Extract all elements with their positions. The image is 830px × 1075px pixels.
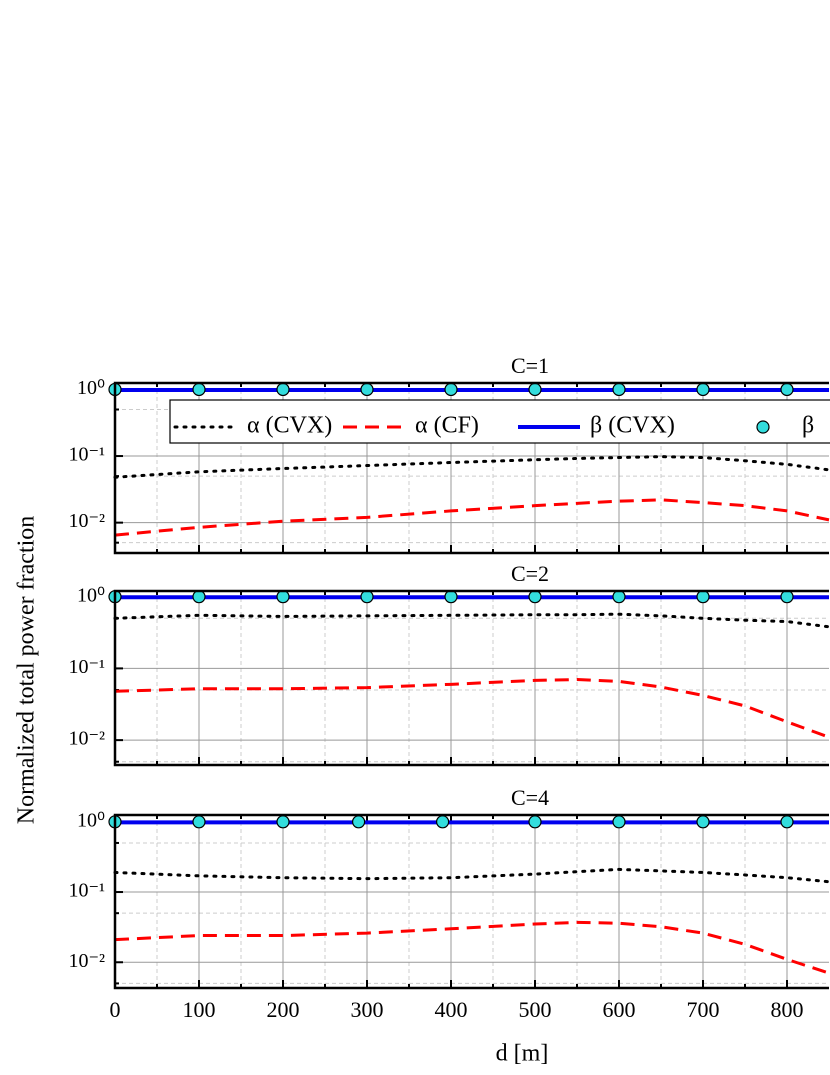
- marker: [528, 815, 542, 829]
- y-tick-label: 10⁻²: [68, 728, 105, 750]
- marker: [696, 382, 710, 397]
- x-tick-label: 200: [267, 997, 300, 1022]
- series-line: [113, 612, 830, 629]
- panel-title: C=4: [511, 785, 549, 810]
- x-tick-label: 800: [771, 997, 804, 1022]
- marker: [696, 815, 710, 829]
- marker: [360, 590, 374, 604]
- y-tick-label: 10⁰: [77, 809, 105, 831]
- marker: [528, 590, 542, 604]
- series-line: [114, 678, 830, 739]
- marker: [612, 382, 626, 397]
- x-tick-label: 500: [519, 997, 552, 1022]
- marker: [780, 590, 794, 604]
- y-tick-label: 10⁻²: [68, 950, 105, 972]
- plot-frame: [113, 813, 829, 990]
- marker: [276, 382, 290, 397]
- legend-marker: [756, 420, 770, 434]
- y-tick-label: 10⁻¹: [68, 444, 105, 466]
- marker: [436, 815, 450, 829]
- y-axis-label: Normalized total power fraction: [14, 516, 40, 825]
- marker: [528, 382, 542, 397]
- x-tick-label: 100: [183, 997, 216, 1022]
- legend-label: β: [802, 413, 814, 439]
- legend-label: α (CF): [415, 413, 479, 439]
- marker: [192, 815, 206, 829]
- marker: [276, 590, 290, 604]
- marker: [352, 815, 366, 829]
- y-tick-label: 10⁻¹: [68, 656, 105, 678]
- legend-box: [169, 399, 830, 444]
- plot-frame: [113, 589, 829, 767]
- x-tick-label: 400: [435, 997, 468, 1022]
- panel-title: C=2: [511, 561, 549, 586]
- series-line: [114, 498, 830, 537]
- marker: [276, 815, 290, 829]
- y-tick-label: 10⁻²: [68, 510, 105, 532]
- series-line: [113, 867, 830, 884]
- marker: [444, 590, 458, 604]
- y-tick-label: 10⁻¹: [68, 880, 105, 902]
- plot-frame: [113, 381, 829, 555]
- series-line: [114, 920, 830, 975]
- x-tick-label: 700: [687, 997, 720, 1022]
- panel-title: C=1: [511, 353, 549, 378]
- marker: [612, 815, 626, 829]
- series-line: [113, 455, 830, 479]
- y-tick-label: 10⁰: [77, 584, 105, 606]
- x-tick-label: 0: [110, 997, 121, 1022]
- x-axis-label: d [m]: [496, 1041, 549, 1067]
- marker: [696, 590, 710, 604]
- marker: [444, 382, 458, 397]
- marker: [192, 382, 206, 397]
- x-tick-label: 300: [351, 997, 384, 1022]
- marker: [780, 382, 794, 397]
- legend-label: α (CVX): [247, 413, 332, 439]
- y-tick-label: 10⁰: [77, 377, 105, 399]
- x-tick-label: 600: [603, 997, 636, 1022]
- marker: [612, 590, 626, 604]
- marker: [360, 382, 374, 397]
- marker: [780, 815, 794, 829]
- legend-label: β (CVX): [590, 413, 675, 439]
- marker: [192, 590, 206, 604]
